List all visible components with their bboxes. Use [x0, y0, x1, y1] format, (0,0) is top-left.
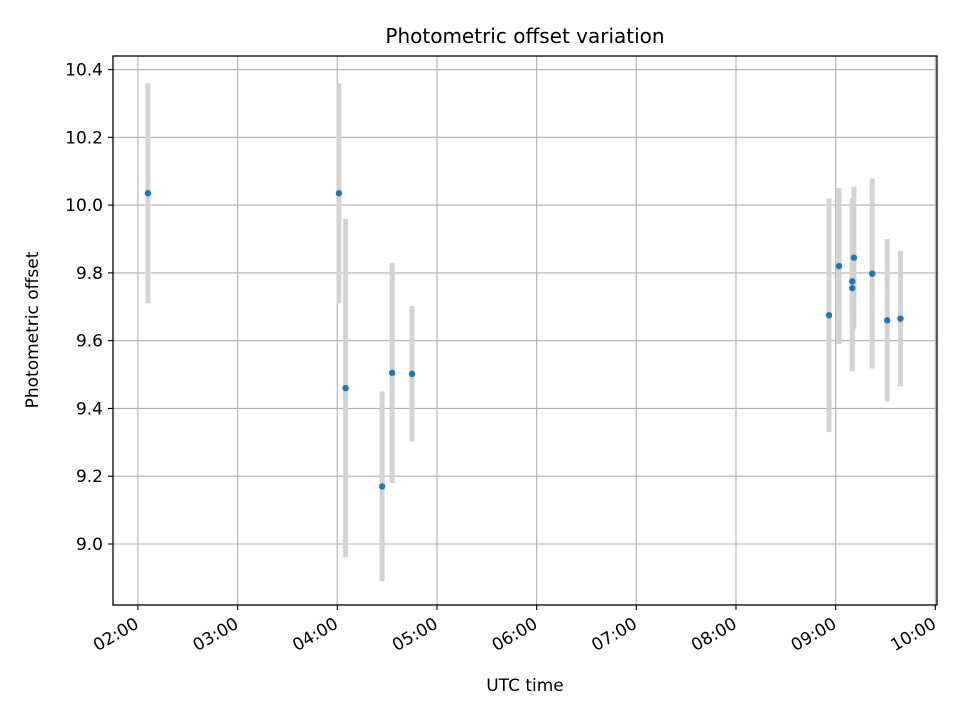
data-point: [408, 370, 416, 378]
grid: [113, 56, 937, 605]
y-axis-ticks: 9.0 9.2 9.4 9.6 9.8 10.0 10.2 10.4: [65, 61, 113, 555]
data-point: [849, 284, 856, 292]
data-point: [869, 270, 876, 277]
data-point: [849, 278, 856, 285]
y-tick-label: 9.0: [76, 535, 103, 555]
y-tick-label: 9.2: [76, 467, 103, 487]
y-tick-label: 10.0: [65, 196, 103, 216]
data-points: [144, 190, 904, 490]
data-point: [342, 384, 349, 392]
data-point: [388, 369, 396, 377]
x-axis-label: UTC time: [486, 676, 564, 696]
y-tick-label: 10.2: [65, 128, 103, 148]
y-axis-label: Photometric offset: [23, 251, 43, 408]
y-tick-label: 9.4: [76, 399, 103, 419]
y-tick-label: 10.4: [65, 61, 103, 81]
y-tick-label: 9.8: [76, 264, 103, 284]
data-point: [883, 317, 891, 324]
data-point: [825, 312, 833, 319]
data-point: [335, 190, 343, 197]
data-point: [897, 315, 904, 322]
data-point: [835, 262, 843, 270]
y-tick-label: 9.6: [76, 332, 103, 352]
data-point: [144, 190, 152, 197]
chart-title: Photometric offset variation: [385, 24, 664, 48]
data-point: [850, 254, 858, 261]
data-point: [378, 483, 386, 490]
plot-frame: [112, 55, 938, 606]
